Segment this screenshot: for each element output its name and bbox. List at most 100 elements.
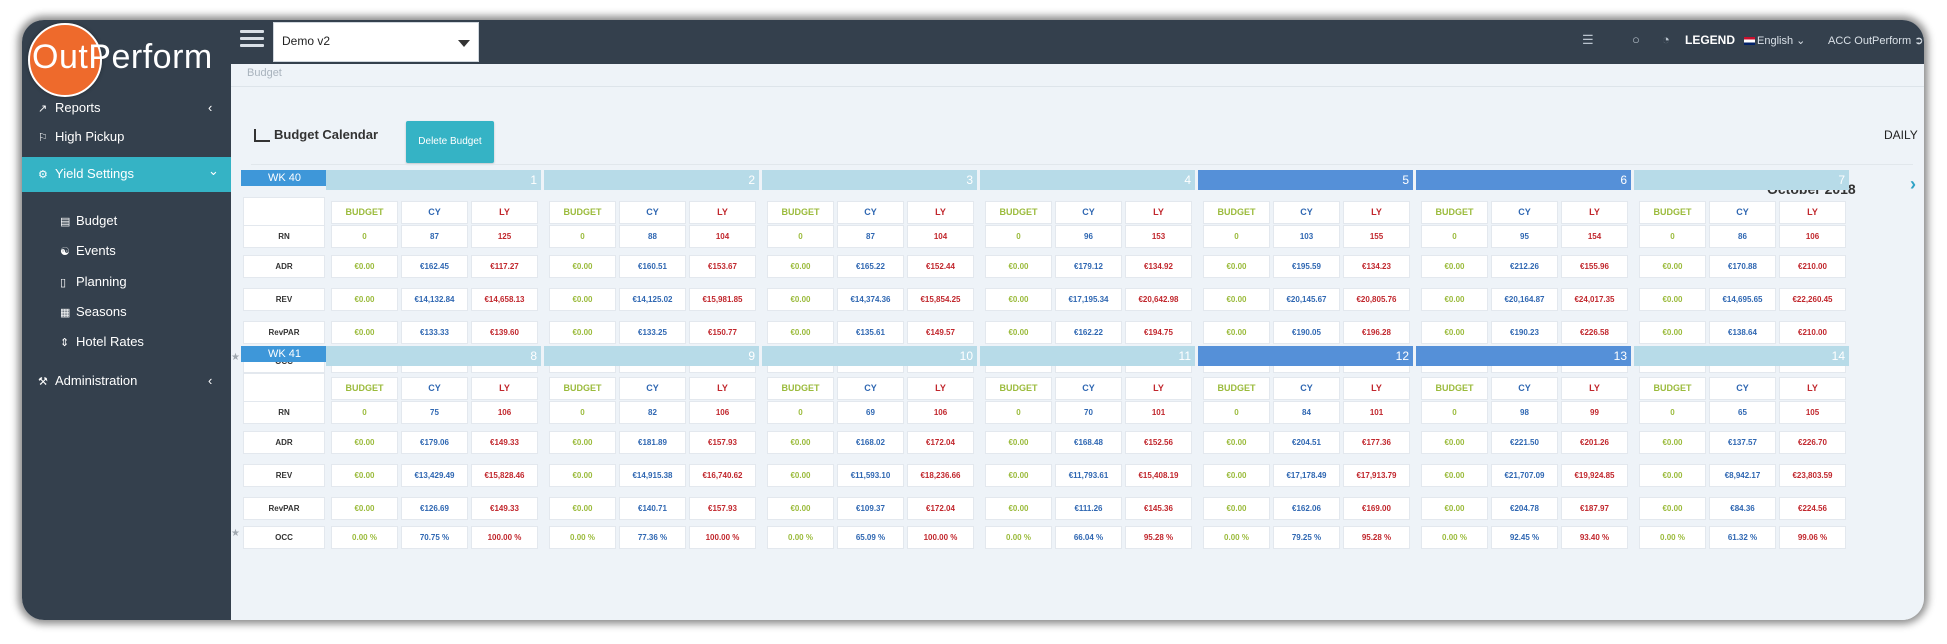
- value-cell[interactable]: €15,854.25: [907, 288, 974, 311]
- value-cell[interactable]: €0.00: [549, 497, 616, 520]
- value-cell[interactable]: 70: [1055, 401, 1122, 424]
- value-cell[interactable]: €84.36: [1709, 497, 1776, 520]
- day-header[interactable]: 5: [1198, 170, 1413, 190]
- sidebar-item-administration[interactable]: ⚒ Administration ‹: [22, 373, 231, 393]
- value-cell[interactable]: €226.58: [1561, 321, 1628, 344]
- value-cell[interactable]: €14,695.65: [1709, 288, 1776, 311]
- value-cell[interactable]: €0.00: [1639, 497, 1706, 520]
- value-cell[interactable]: 0: [1421, 225, 1488, 248]
- value-cell[interactable]: €195.59: [1273, 255, 1340, 278]
- value-cell[interactable]: €0.00: [1421, 497, 1488, 520]
- value-cell[interactable]: €177.36: [1343, 431, 1410, 454]
- value-cell[interactable]: €160.51: [619, 255, 686, 278]
- value-cell[interactable]: €137.57: [1709, 431, 1776, 454]
- value-cell[interactable]: 87: [837, 225, 904, 248]
- value-cell[interactable]: 0: [1203, 225, 1270, 248]
- value-cell[interactable]: €8,942.17: [1709, 464, 1776, 487]
- value-cell[interactable]: 65: [1709, 401, 1776, 424]
- value-cell[interactable]: €0.00: [1203, 255, 1270, 278]
- value-cell[interactable]: €0.00: [549, 464, 616, 487]
- value-cell[interactable]: €201.26: [1561, 431, 1628, 454]
- value-cell[interactable]: €0.00: [985, 288, 1052, 311]
- value-cell[interactable]: €0.00: [985, 255, 1052, 278]
- value-cell[interactable]: €0.00: [331, 431, 398, 454]
- value-cell[interactable]: €134.23: [1343, 255, 1410, 278]
- value-cell[interactable]: €145.36: [1125, 497, 1192, 520]
- value-cell[interactable]: 99.06 %: [1779, 526, 1846, 549]
- value-cell[interactable]: 104: [907, 225, 974, 248]
- value-cell[interactable]: 0: [549, 225, 616, 248]
- value-cell[interactable]: €126.69: [401, 497, 468, 520]
- value-cell[interactable]: €15,828.46: [471, 464, 538, 487]
- breadcrumb[interactable]: Budget: [247, 67, 282, 79]
- value-cell[interactable]: 106: [907, 401, 974, 424]
- value-cell[interactable]: €0.00: [767, 321, 834, 344]
- value-cell[interactable]: 100.00 %: [471, 526, 538, 549]
- value-cell[interactable]: €179.12: [1055, 255, 1122, 278]
- value-cell[interactable]: 154: [1561, 225, 1628, 248]
- value-cell[interactable]: €0.00: [1421, 464, 1488, 487]
- menu-toggle-icon[interactable]: [240, 30, 264, 52]
- value-cell[interactable]: €0.00: [331, 497, 398, 520]
- logo[interactable]: OutPerform: [22, 20, 231, 120]
- day-header[interactable]: 13: [1416, 346, 1631, 366]
- value-cell[interactable]: €226.70: [1779, 431, 1846, 454]
- value-cell[interactable]: €0.00: [985, 431, 1052, 454]
- value-cell[interactable]: €157.93: [689, 497, 756, 520]
- value-cell[interactable]: 0.00 %: [331, 526, 398, 549]
- value-cell[interactable]: €190.05: [1273, 321, 1340, 344]
- layers-icon[interactable]: ☰: [1582, 32, 1594, 47]
- value-cell[interactable]: €133.33: [401, 321, 468, 344]
- view-mode-label[interactable]: DAILY: [1884, 128, 1918, 142]
- sidebar-subitem-seasons[interactable]: ▦ Seasons: [60, 304, 127, 319]
- value-cell[interactable]: 95.28 %: [1125, 526, 1192, 549]
- value-cell[interactable]: 106: [1779, 225, 1846, 248]
- value-cell[interactable]: €135.61: [837, 321, 904, 344]
- value-cell[interactable]: €210.00: [1779, 321, 1846, 344]
- value-cell[interactable]: 0: [331, 225, 398, 248]
- value-cell[interactable]: 100.00 %: [689, 526, 756, 549]
- value-cell[interactable]: €212.26: [1491, 255, 1558, 278]
- value-cell[interactable]: €140.71: [619, 497, 686, 520]
- value-cell[interactable]: 101: [1343, 401, 1410, 424]
- value-cell[interactable]: €162.45: [401, 255, 468, 278]
- value-cell[interactable]: 69: [837, 401, 904, 424]
- value-cell[interactable]: €0.00: [767, 431, 834, 454]
- value-cell[interactable]: €133.25: [619, 321, 686, 344]
- value-cell[interactable]: 153: [1125, 225, 1192, 248]
- value-cell[interactable]: 0.00 %: [1639, 526, 1706, 549]
- value-cell[interactable]: 70.75 %: [401, 526, 468, 549]
- value-cell[interactable]: €11,793.61: [1055, 464, 1122, 487]
- value-cell[interactable]: 0.00 %: [549, 526, 616, 549]
- sidebar-subitem-budget[interactable]: ▤ Budget: [60, 213, 117, 228]
- value-cell[interactable]: €168.48: [1055, 431, 1122, 454]
- value-cell[interactable]: 0: [985, 225, 1052, 248]
- value-cell[interactable]: €0.00: [985, 497, 1052, 520]
- value-cell[interactable]: €0.00: [1203, 288, 1270, 311]
- value-cell[interactable]: €0.00: [331, 255, 398, 278]
- value-cell[interactable]: €0.00: [985, 321, 1052, 344]
- star-icon[interactable]: ★: [231, 528, 240, 539]
- value-cell[interactable]: €20,805.76: [1343, 288, 1410, 311]
- value-cell[interactable]: €0.00: [1203, 431, 1270, 454]
- value-cell[interactable]: 0: [331, 401, 398, 424]
- value-cell[interactable]: 65.09 %: [837, 526, 904, 549]
- value-cell[interactable]: €0.00: [985, 464, 1052, 487]
- day-header[interactable]: 8: [326, 346, 541, 366]
- value-cell[interactable]: 61.32 %: [1709, 526, 1776, 549]
- day-header[interactable]: 9: [544, 346, 759, 366]
- value-cell[interactable]: €157.93: [689, 431, 756, 454]
- bell-icon[interactable]: ○: [1632, 32, 1640, 47]
- value-cell[interactable]: €139.60: [471, 321, 538, 344]
- clock-icon[interactable]: ◔: [1662, 32, 1670, 47]
- value-cell[interactable]: 125: [471, 225, 538, 248]
- value-cell[interactable]: €18,236.66: [907, 464, 974, 487]
- value-cell[interactable]: €0.00: [767, 255, 834, 278]
- value-cell[interactable]: 88: [619, 225, 686, 248]
- value-cell[interactable]: €152.56: [1125, 431, 1192, 454]
- value-cell[interactable]: €14,132.84: [401, 288, 468, 311]
- value-cell[interactable]: €170.88: [1709, 255, 1776, 278]
- value-cell[interactable]: €0.00: [549, 288, 616, 311]
- value-cell[interactable]: €0.00: [549, 431, 616, 454]
- value-cell[interactable]: €162.06: [1273, 497, 1340, 520]
